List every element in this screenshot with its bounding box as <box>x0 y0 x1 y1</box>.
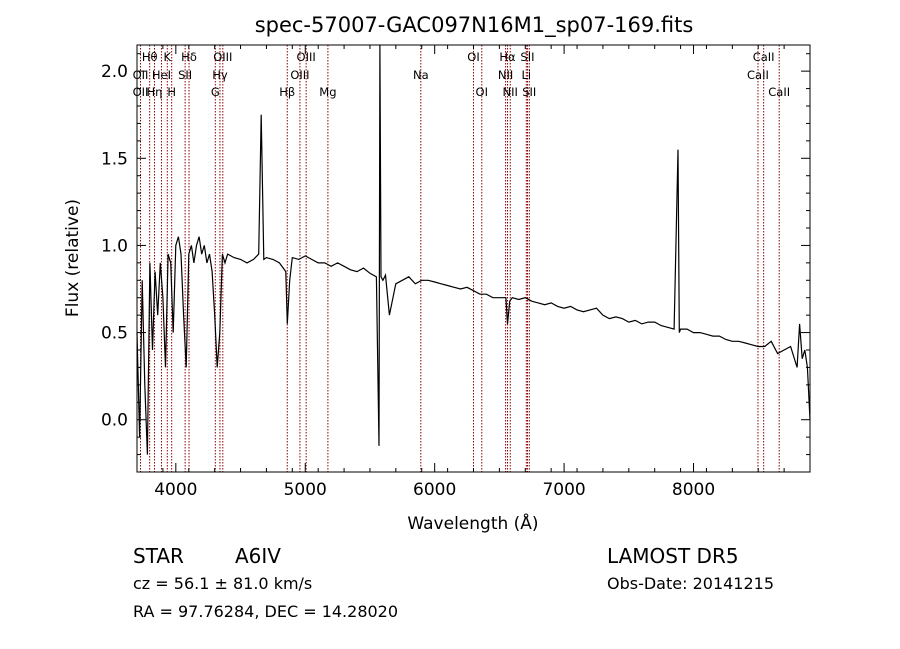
spectral-line-label: Na <box>413 68 429 82</box>
axis-ticks: 4000 5000 6000 7000 8000 0.0 0.5 1.0 1.5 2.0 <box>101 45 811 500</box>
spectral-line-label: HeI <box>152 68 171 82</box>
object-class: STAR <box>133 544 184 568</box>
spectral-line-label: Hβ <box>279 85 295 99</box>
spectral-line-label: OI <box>467 50 479 64</box>
spectral-line-label: OIII <box>290 68 309 82</box>
x-tick-label: 7000 <box>542 480 585 500</box>
spectral-line-label: CaII <box>768 85 790 99</box>
spectral-line-label: NII <box>503 85 518 99</box>
y-axis-label: Flux (relative) <box>63 199 83 317</box>
spectral-line-label: G <box>211 85 220 99</box>
spectral-line-label: Hα <box>499 50 516 64</box>
y-tick-label: 0.5 <box>101 324 128 344</box>
spectral-line-label: K <box>164 50 172 64</box>
spectral-line-label: OIII <box>213 50 232 64</box>
spectral-line-label: Hδ <box>181 50 197 64</box>
y-tick-label: 0.0 <box>101 411 128 431</box>
spectral-line-label: SII <box>520 50 534 64</box>
spectral-line-label: SII <box>178 68 192 82</box>
x-tick-label: 4000 <box>154 480 197 500</box>
spectral-line-label: Li <box>521 68 531 82</box>
spectral-line-label: CaII <box>747 68 769 82</box>
spectral-line-label: SII <box>522 85 536 99</box>
spectral-line-label: Hη <box>147 85 163 99</box>
coordinates: RA = 97.76284, DEC = 14.28020 <box>133 602 398 621</box>
spectral-line-label: H <box>167 85 176 99</box>
y-tick-label: 1.0 <box>101 236 128 256</box>
x-tick-label: 5000 <box>284 480 327 500</box>
spectral-line-label: OII <box>133 68 149 82</box>
y-tick-label: 2.0 <box>101 62 128 82</box>
x-tick-label: 8000 <box>672 480 715 500</box>
x-tick-label: 6000 <box>413 480 456 500</box>
y-tick-label: 1.5 <box>101 149 128 169</box>
redshift-velocity: cz = 56.1 ± 81.0 km/s <box>133 574 312 593</box>
spectral-line-label: NII <box>498 68 513 82</box>
spectral-line-label: CaII <box>753 50 775 64</box>
spectral-line-label: OI <box>476 85 488 99</box>
spectrum-series <box>136 44 811 455</box>
object-subclass: A6IV <box>235 544 281 568</box>
spectral-line-label: OII <box>133 85 149 99</box>
spectral-line-label: Hθ <box>142 50 158 64</box>
spectral-line-label: Hγ <box>212 68 228 82</box>
observation-date: Obs-Date: 20141215 <box>607 574 774 593</box>
chart-title: spec-57007-GAC097N16M1_sp07-169.fits <box>255 13 694 38</box>
spectral-line-label: OIII <box>297 50 316 64</box>
x-axis-label: Wavelength (Å) <box>407 512 538 534</box>
spectral-line-label: Mg <box>319 85 336 99</box>
survey-name: LAMOST DR5 <box>607 544 739 568</box>
